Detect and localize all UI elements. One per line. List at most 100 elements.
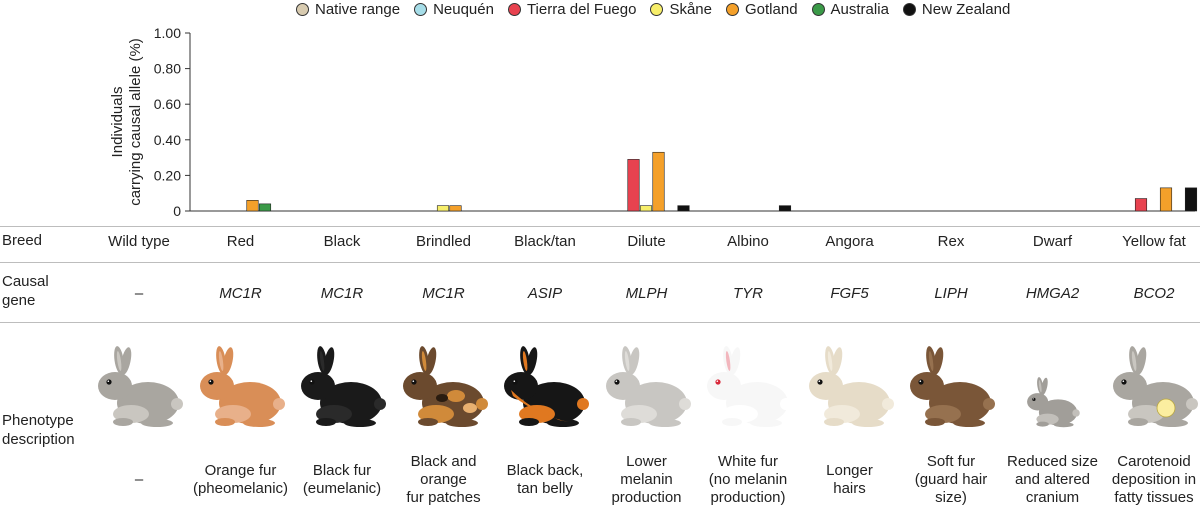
y-axis-label-line1: Individuals: [109, 87, 126, 158]
bar: [258, 203, 272, 212]
legend-swatch: [902, 2, 916, 16]
causal-gene: HMGA2: [1025, 285, 1080, 302]
phenotype-description: production: [611, 489, 682, 506]
legend-swatch: [811, 2, 825, 16]
y-tick-label: 0.20: [154, 167, 181, 183]
legend-label: Skåne: [669, 0, 712, 18]
phenotype-description: Carotenoid: [1117, 453, 1191, 470]
phenotype-description: Soft fur: [926, 453, 976, 470]
phenotype-description: orange: [420, 471, 467, 488]
breed-name: Black/tan: [514, 233, 576, 250]
phenotype-description: size): [935, 489, 967, 506]
legend-item: Skåne: [650, 1, 712, 18]
legend-swatch: [726, 2, 739, 16]
breed-name: Angora: [825, 233, 874, 250]
bar: [436, 205, 450, 212]
legend-swatch: [507, 2, 521, 16]
phenotype-description: (guard hair: [914, 471, 988, 488]
rabbit-illustration: [98, 346, 183, 427]
y-tick-label: 0.60: [154, 96, 181, 112]
phenotype-description: production): [710, 489, 786, 506]
bar: [449, 205, 462, 212]
breed-name: Brindled: [415, 233, 472, 250]
row-label-gene-line1: Causal: [2, 273, 49, 290]
breed-name: Albino: [727, 233, 769, 250]
y-tick-label: 0.80: [154, 61, 181, 77]
phenotype-description: (eumelanic): [302, 480, 382, 497]
legend-swatch: [296, 2, 309, 16]
causal-gene: MC1R: [422, 285, 465, 302]
phenotype-description: cranium: [1025, 489, 1080, 506]
bar: [639, 205, 653, 212]
legend-item: Tierra del Fuego: [507, 0, 637, 18]
breed-name: Black: [323, 233, 361, 250]
bar: [778, 205, 792, 212]
legend-item: Neuquén: [414, 1, 494, 18]
rabbit-illustration: [808, 346, 894, 427]
bar: [246, 200, 259, 212]
rabbit-illustration: [1113, 346, 1198, 427]
rabbit-illustration: [402, 346, 488, 427]
causal-gene: MC1R: [219, 285, 262, 302]
bar-chart: 0 0.20 0.40 0.60 0.80 1.00 Individuals carrying…: [109, 25, 1198, 219]
y-tick-label: 0.40: [154, 132, 181, 148]
rabbit-illustration: [199, 346, 285, 427]
phenotype-description: –: [134, 471, 144, 488]
causal-gene: BCO2: [1133, 285, 1175, 302]
phenotype-description: and altered: [1014, 471, 1091, 488]
legend-label: Tierra del Fuego: [526, 0, 637, 18]
legend-label: Gotland: [745, 0, 798, 18]
bar: [1134, 198, 1148, 212]
breed-name: Wild type: [108, 233, 170, 250]
phenotype-description: Orange fur: [204, 462, 277, 479]
divider-gene: [0, 322, 1200, 323]
legend-label: New Zealand: [921, 0, 1011, 18]
row-label-phenotype-line1: Phenotype: [2, 412, 74, 429]
rabbit-illustration: [504, 346, 589, 427]
phenotype-description: tan belly: [517, 480, 573, 497]
legend-item: Gotland: [726, 1, 798, 18]
causal-gene: TYR: [733, 285, 763, 302]
divider-breed: [0, 262, 1200, 263]
legend-swatch: [414, 2, 428, 16]
rabbit-illustration: [301, 346, 386, 427]
bar: [652, 151, 665, 212]
legend-label: Native range: [315, 0, 401, 18]
phenotype-description: (no melanin: [708, 471, 788, 488]
rabbit-illustration: [1027, 377, 1080, 428]
phenotype-description: (pheomelanic): [192, 480, 289, 497]
breed-name: Rex: [937, 233, 965, 250]
row-label-gene-line2: gene: [2, 292, 36, 309]
legend-swatch: [650, 2, 664, 16]
causal-gene: –: [134, 285, 144, 302]
phenotype-description: deposition in: [1111, 471, 1197, 488]
y-tick-label: 0: [173, 203, 181, 219]
bar: [677, 205, 690, 212]
bar: [1184, 187, 1198, 212]
breed-name: Red: [226, 233, 255, 250]
phenotype-description: Black back,: [506, 462, 584, 479]
bar: [1159, 187, 1173, 212]
legend-item: New Zealand: [902, 0, 1011, 18]
phenotype-description: fatty tissues: [1114, 489, 1194, 506]
y-axis-label-line2: carrying causal allele (%): [127, 38, 144, 206]
rabbit-illustration: [605, 346, 691, 427]
row-label-phenotype-line2: description: [2, 431, 75, 448]
y-tick-label: 1.00: [154, 25, 181, 41]
causal-gene: MC1R: [320, 285, 364, 302]
causal-gene: ASIP: [527, 285, 563, 302]
divider-top: [0, 226, 1200, 227]
legend-item: Native range: [296, 1, 400, 18]
phenotype-description: fur patches: [406, 489, 481, 506]
legend-label: Neuquén: [433, 0, 494, 18]
phenotype-description: White fur: [717, 453, 778, 470]
phenotype-description: Black fur: [312, 462, 372, 479]
legend-item: Australia: [811, 1, 889, 18]
phenotype-description: melanin: [620, 471, 673, 488]
rabbit-illustration: [707, 346, 792, 427]
phenotype-description: hairs: [833, 480, 866, 497]
phenotype-description: Black and: [410, 453, 477, 470]
bar: [627, 159, 640, 212]
breed-name: Dilute: [627, 233, 666, 250]
causal-gene: MLPH: [625, 285, 668, 302]
